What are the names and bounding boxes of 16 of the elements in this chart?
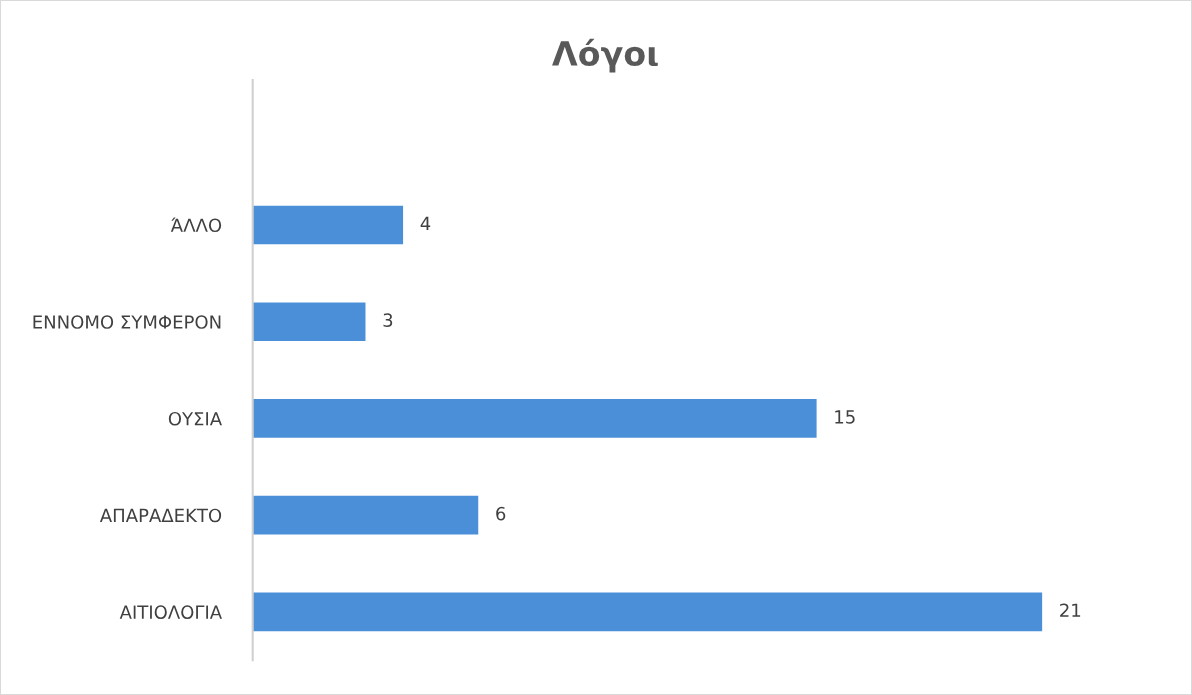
data-label: 15 — [835, 410, 855, 424]
y-tick-label: ΕΝΝΟΜΟ ΣΥΜΦΕΡΟΝ — [33, 315, 221, 329]
bar — [252, 205, 404, 245]
bar — [252, 399, 817, 438]
data-label: 6 — [496, 506, 506, 521]
bar — [252, 592, 1043, 632]
bar — [252, 302, 366, 342]
y-tick-label: ΆΛΛΟ — [170, 217, 222, 233]
y-tick-label: ΑΠΑΡΑΔΕΚΤΟ — [99, 508, 222, 523]
chart-title: Λόγοι — [552, 38, 658, 73]
data-label: 3 — [383, 313, 393, 327]
y-tick-label: ΟΥΣΙΑ — [168, 411, 222, 426]
y-tick-label: ΑΙΤΙΟΛΟΓΙΑ — [119, 605, 222, 620]
bar — [252, 495, 479, 535]
data-label: 4 — [420, 216, 431, 230]
data-label: 21 — [1060, 603, 1081, 617]
